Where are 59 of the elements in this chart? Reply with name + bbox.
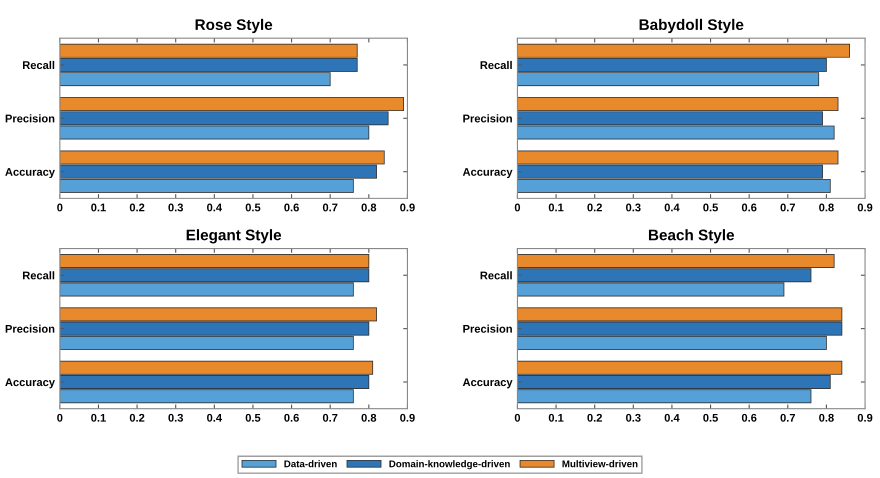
x-tick-label: 0.3 [168,414,184,422]
x-tick-label: 0.9 [400,204,415,212]
chart-title: Babydoll Style [640,18,744,34]
legend-label: Multiview-driven [562,460,638,468]
x-tick-label: 0.1 [548,414,564,422]
x-tick-label: 0.6 [284,414,299,422]
x-tick-label: 0.6 [284,204,299,212]
x-tick-label: 0.4 [207,414,222,422]
x-tick-label: 0.2 [130,204,144,212]
x-tick-label: 0.4 [664,414,680,422]
x-tick-label: 0.9 [858,414,872,422]
x-tick-label: 0.4 [664,204,680,212]
x-tick-label: 0.1 [91,204,106,212]
y-tick-label: Recall [480,271,512,280]
x-tick-label: 0.8 [362,204,376,212]
x-tick-label: 0.2 [130,414,144,422]
y-tick-label: Accuracy [5,168,55,178]
x-tick-label: 0.8 [362,414,376,422]
x-tick-label: 0.6 [742,204,756,212]
x-tick-label: 0.2 [587,414,602,422]
x-tick-label: 0.9 [858,204,872,212]
x-tick-label: 0.9 [400,414,415,422]
x-tick-label: 0.1 [91,414,106,422]
legend-label: Data-driven [284,460,337,468]
chart-title: Beach Style [648,229,734,244]
x-tick-label: 0 [514,414,520,422]
chart-title: Elegant Style [186,229,282,244]
x-tick-label: 0.5 [703,204,718,212]
x-tick-label: 0.8 [819,204,834,212]
x-tick-label: 0.7 [780,414,796,422]
y-tick-label: Accuracy [462,168,513,178]
y-tick-label: Precision [6,114,54,122]
x-tick-label: 0.7 [322,414,338,422]
chart-title: Rose Style [196,18,272,34]
y-tick-label: Recall [480,60,512,70]
x-tick-label: 0 [57,414,62,422]
y-tick-label: Accuracy [5,378,55,388]
y-tick-label: Precision [6,324,54,333]
x-tick-label: 0.2 [587,204,602,212]
x-tick-label: 0.6 [742,414,756,422]
x-tick-label: 0.7 [780,204,796,212]
x-tick-label: 0.3 [626,414,641,422]
x-tick-label: 0.8 [819,414,834,422]
x-tick-label: 0.5 [703,414,718,422]
x-tick-label: 0 [514,204,520,212]
x-tick-label: 0 [57,204,62,212]
x-tick-label: 0.1 [548,204,564,212]
y-tick-label: Precision [463,324,512,333]
x-tick-label: 0.3 [168,204,184,212]
x-tick-label: 0.5 [246,414,260,422]
legend-label: Domain-knowledge-driven [389,460,510,470]
y-tick-label: Accuracy [462,378,513,388]
y-tick-label: Recall [22,60,54,70]
y-tick-label: Recall [22,271,54,280]
y-tick-label: Precision [463,114,512,122]
x-tick-label: 0.5 [246,204,260,212]
x-tick-label: 0.7 [322,204,338,212]
x-tick-label: 0.3 [626,204,641,212]
x-tick-label: 0.4 [207,204,222,212]
